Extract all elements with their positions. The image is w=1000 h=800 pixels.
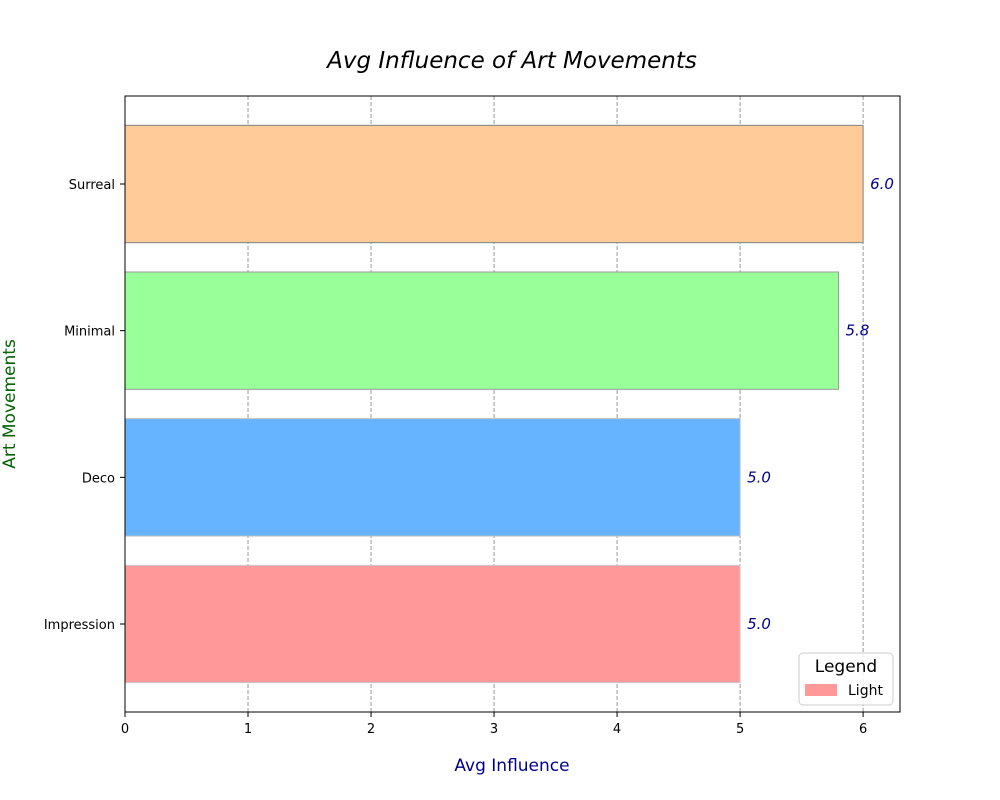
bar-layer xyxy=(124,124,864,684)
legend-swatch-light xyxy=(805,684,837,696)
legend-label-light: Light xyxy=(848,683,883,699)
data-label-surreal: 6.0 xyxy=(870,175,894,193)
bar-impression xyxy=(124,564,741,684)
data-label-minimal: 5.8 xyxy=(845,322,869,340)
legend-title: Legend xyxy=(815,657,877,677)
legend: Legend Light xyxy=(798,652,894,706)
x-axis-ticks: 0 1 2 3 4 5 6 xyxy=(121,712,867,737)
y-tick-label-minimal: Minimal xyxy=(64,325,115,340)
y-tick-label-impression: Impression xyxy=(44,618,115,633)
y-axis-title: Art Movements xyxy=(0,339,20,469)
x-tick-label-6: 6 xyxy=(859,722,867,737)
x-tick-label-1: 1 xyxy=(244,722,252,737)
bar-deco xyxy=(124,418,741,537)
y-axis-ticks: Impression Deco Minimal Surreal xyxy=(44,178,125,633)
x-tick-label-0: 0 xyxy=(121,722,129,737)
bar-minimal xyxy=(124,271,839,390)
x-tick-label-5: 5 xyxy=(736,722,744,737)
x-tick-label-2: 2 xyxy=(367,722,375,737)
data-label-layer: 5.0 5.0 5.8 6.0 xyxy=(747,175,894,633)
x-tick-label-3: 3 xyxy=(490,722,498,737)
plot-area-frame xyxy=(124,95,901,713)
bar-surreal xyxy=(124,124,864,244)
y-tick-label-surreal: Surreal xyxy=(69,178,115,193)
data-label-deco: 5.0 xyxy=(747,468,771,486)
y-tick-label-deco: Deco xyxy=(82,471,115,486)
x-axis-title: Avg Influence xyxy=(454,756,569,776)
x-tick-label-4: 4 xyxy=(613,722,621,737)
data-label-impression: 5.0 xyxy=(747,615,771,633)
chart-title: Avg Influence of Art Movements xyxy=(325,48,697,74)
